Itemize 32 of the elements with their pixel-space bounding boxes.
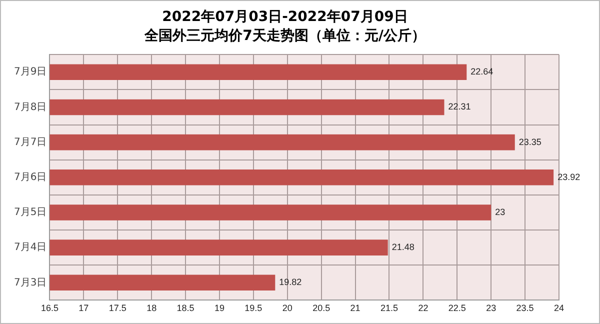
x-tick-label: 19.5: [244, 303, 262, 314]
data-label: 22.31: [448, 102, 471, 112]
chart-title: 2022年07月03日-2022年07月09日: [162, 9, 408, 26]
x-tick-label: 16.5: [40, 303, 58, 314]
data-label: 23.35: [518, 136, 542, 147]
x-tick-label: 17: [78, 303, 89, 314]
x-tick-label: 21: [350, 303, 360, 314]
y-tick-label: 7月3日: [14, 277, 47, 288]
data-label: 19.82: [279, 277, 302, 288]
chart-subtitle: 全国外三元均价7天走势图（单位：元/公斤）: [144, 26, 426, 44]
y-tick-label: 7月5日: [14, 207, 47, 218]
y-tick-label: 7月8日: [14, 102, 47, 113]
x-tick-label: 17.5: [108, 303, 126, 314]
x-tick-label: 22.5: [448, 303, 466, 314]
y-tick-label: 7月6日: [14, 172, 47, 183]
y-tick-label: 7月9日: [14, 66, 47, 78]
x-tick-label: 18: [146, 303, 157, 314]
x-tick-label: 18.5: [176, 303, 194, 314]
x-tick-label: 20: [282, 303, 292, 314]
x-tick-label: 24: [554, 303, 564, 314]
x-tick-label: 19: [214, 303, 224, 314]
x-tick-label: 20.5: [312, 303, 330, 314]
data-label: 23: [495, 206, 506, 217]
x-tick-label: 21.5: [380, 303, 398, 314]
x-tick-label: 23: [486, 303, 496, 314]
data-label: 21.48: [392, 242, 414, 252]
x-tick-label: 23.5: [516, 303, 534, 314]
data-label: 23.92: [558, 172, 580, 182]
data-label: 22.64: [470, 66, 494, 77]
y-tick-label: 7月7日: [14, 136, 47, 148]
x-tick-label: 22: [418, 303, 428, 314]
y-tick-label: 7月4日: [14, 242, 47, 254]
